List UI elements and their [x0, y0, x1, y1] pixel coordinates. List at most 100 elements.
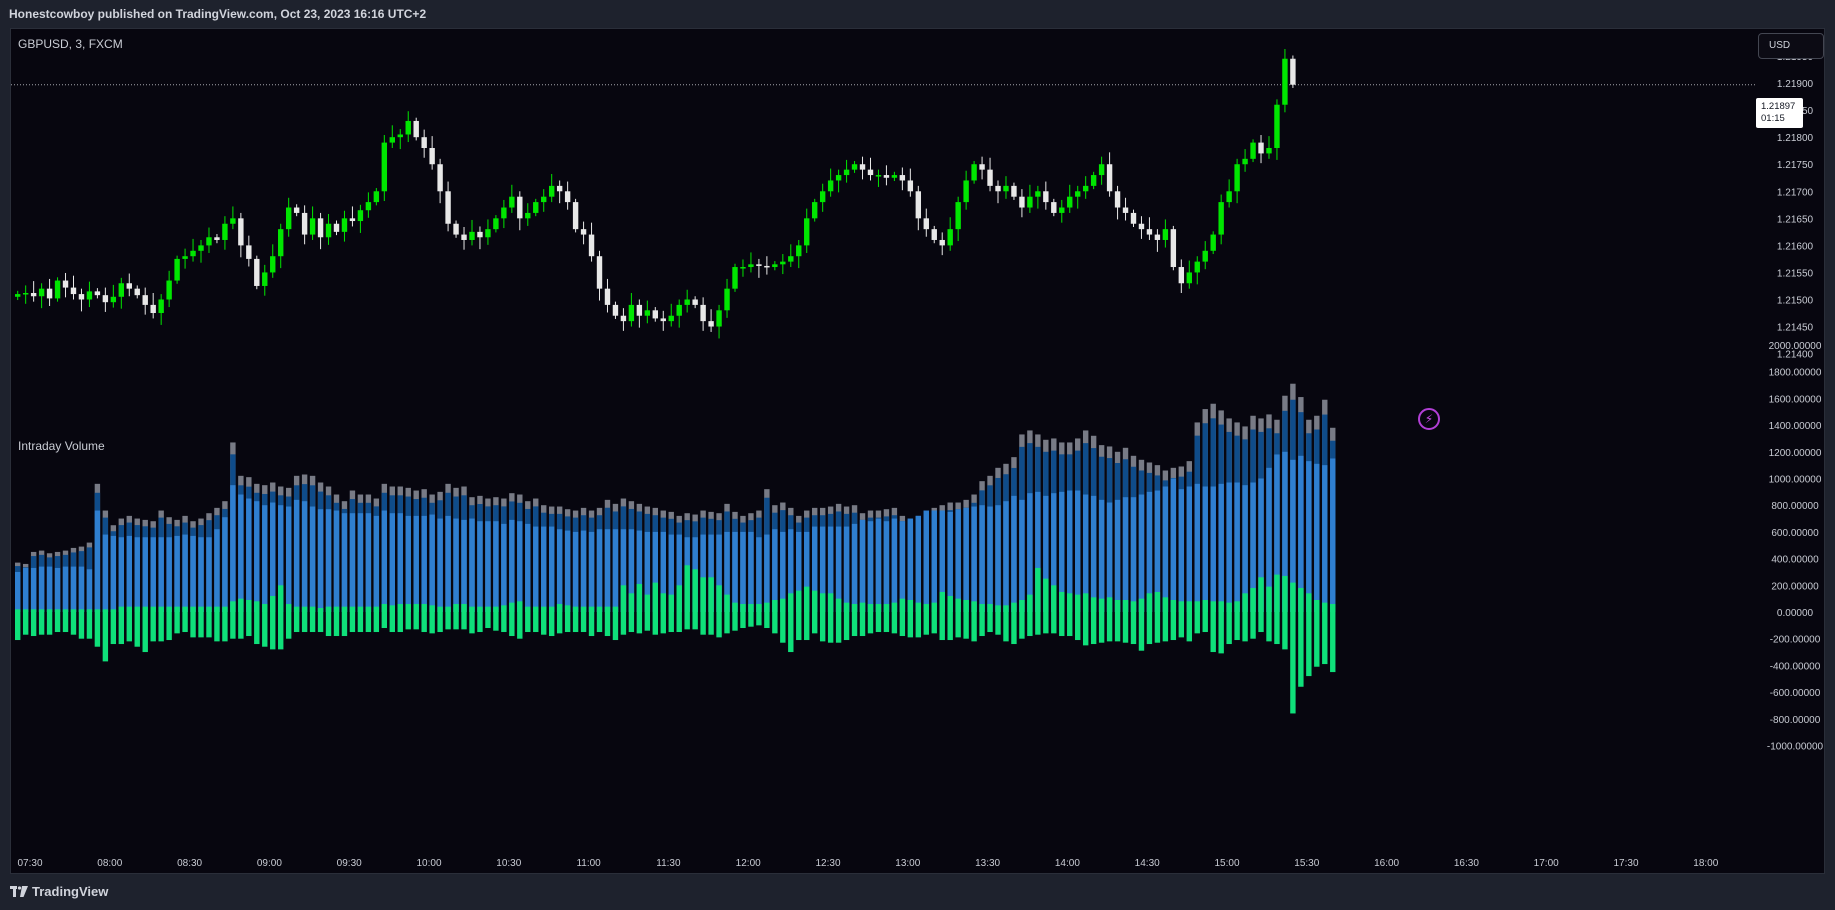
volume-bar-blue — [1003, 501, 1009, 612]
candle-body — [1258, 142, 1264, 154]
volume-bar-negative — [437, 612, 443, 633]
volume-bar-green — [883, 603, 890, 612]
volume-bar-blue — [1043, 495, 1049, 612]
volume-bar-blue — [206, 537, 212, 612]
volume-bar-negative — [1122, 612, 1129, 643]
volume-bar-green — [1067, 593, 1073, 612]
volume-bar-blue — [1322, 465, 1328, 612]
volume-bar-negative — [756, 612, 762, 626]
volume-bar-blue — [676, 534, 682, 612]
volume-bar-negative — [278, 612, 284, 650]
volume-bar-green — [931, 602, 937, 612]
volume-bar-blue — [1051, 493, 1057, 612]
volume-bar-green — [1314, 599, 1320, 612]
volume-axis-label: -400.00000 — [1770, 661, 1821, 672]
candle-body — [1130, 212, 1137, 224]
volume-bar-negative — [541, 612, 547, 635]
volume-bar-blue — [644, 531, 651, 612]
volume-bar-blue — [62, 566, 69, 612]
lightning-icon[interactable]: ⚡ — [1418, 408, 1440, 430]
volume-bar-blue — [1146, 491, 1153, 612]
volume-bar-blue — [166, 537, 172, 612]
candle-body — [1003, 185, 1009, 192]
volume-bar-green — [1258, 577, 1264, 612]
volume-bar-negative — [1314, 612, 1320, 667]
volume-bar-negative — [700, 612, 706, 635]
volume-bar-negative — [580, 612, 587, 633]
candle-body — [285, 207, 292, 230]
candle-body — [931, 229, 937, 240]
volume-bar-blue — [859, 519, 866, 612]
volume-bar-negative — [150, 612, 156, 642]
volume-bar-green — [804, 586, 810, 612]
volume-bar-negative — [819, 612, 826, 642]
volume-bar-negative — [341, 612, 348, 637]
candle-body — [70, 287, 77, 295]
volume-bar-blue — [349, 513, 356, 612]
volume-bar-green — [1282, 575, 1288, 612]
currency-button[interactable]: USD — [1758, 33, 1824, 59]
volume-bar-green — [1298, 587, 1304, 612]
volume-axis-label: -800.00000 — [1770, 715, 1821, 726]
volume-bar-negative — [668, 612, 674, 633]
chart-canvas[interactable]: 1.219501.219001.218501.218001.217501.217… — [11, 29, 1826, 875]
time-axis-label: 10:00 — [416, 858, 441, 869]
candle-body — [740, 267, 746, 269]
volume-bar-blue — [381, 510, 388, 612]
volume-bar-green — [748, 603, 754, 612]
volume-bar-green — [397, 603, 403, 612]
volume-bar-green — [102, 609, 109, 612]
volume-bar-green — [668, 594, 674, 612]
volume-bar-negative — [987, 612, 993, 633]
candle-body — [947, 229, 953, 246]
candle-body — [373, 191, 380, 203]
candle-body — [692, 299, 698, 305]
volume-bar-green — [525, 606, 531, 612]
symbol-label[interactable]: GBPUSD, 3, FXCM — [18, 37, 123, 51]
volume-axis-label: 800.00000 — [1771, 501, 1819, 512]
volume-bar-negative — [493, 612, 499, 631]
volume-bar-green — [333, 606, 340, 612]
volume-bar-negative — [453, 612, 459, 630]
candle-body — [1035, 191, 1041, 197]
volume-bar-negative — [293, 612, 300, 633]
candle-body — [381, 142, 388, 192]
volume-bar-blue — [230, 485, 236, 612]
volume-bar-blue — [461, 519, 467, 612]
volume-bar-blue — [588, 531, 595, 612]
volume-pane-label[interactable]: Intraday Volume — [18, 439, 105, 453]
volume-bar-negative — [389, 612, 395, 633]
volume-bar-blue — [748, 531, 754, 612]
volume-bar-blue — [1090, 495, 1097, 612]
candle-body — [907, 180, 914, 192]
volume-bar-green — [413, 603, 419, 612]
chart-frame[interactable]: 1.219501.219001.218501.218001.217501.217… — [10, 28, 1825, 874]
volume-bar-blue — [1234, 482, 1240, 612]
volume-bar-negative — [931, 612, 937, 634]
candle-body — [389, 137, 395, 143]
volume-bar-blue — [700, 534, 706, 612]
candle-body — [333, 223, 340, 232]
volume-bar-blue — [1035, 491, 1041, 612]
volume-bar-negative — [325, 612, 332, 637]
volume-bar-negative — [684, 612, 690, 630]
candle-body — [541, 196, 547, 203]
candle-body — [190, 250, 196, 257]
volume-bar-blue — [548, 526, 555, 612]
volume-bar-negative — [254, 612, 260, 645]
volume-bar-negative — [134, 612, 140, 647]
time-axis-label: 18:00 — [1693, 858, 1718, 869]
volume-bar-green — [1082, 593, 1089, 612]
volume-bar-negative — [86, 612, 93, 639]
volume-bar-negative — [796, 612, 802, 641]
volume-axis-label: 1400.00000 — [1769, 421, 1822, 432]
volume-bar-blue — [373, 515, 380, 612]
candle-body — [827, 180, 834, 192]
volume-bar-green — [971, 601, 977, 612]
candle-body — [1210, 234, 1216, 251]
candle-body — [1250, 142, 1256, 159]
volume-bar-green — [230, 601, 236, 612]
volume-bar-negative — [62, 612, 69, 633]
volume-bar-negative — [588, 612, 595, 637]
volume-bar-blue — [875, 518, 882, 612]
